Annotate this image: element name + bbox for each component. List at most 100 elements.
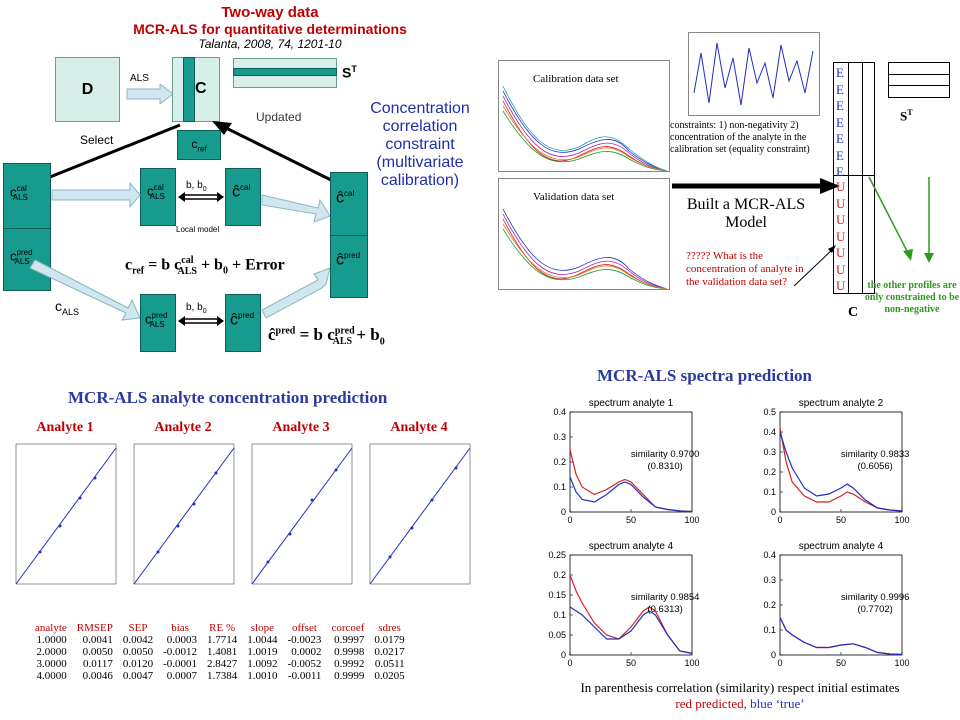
analyte-panel-4: Analyte 4 xyxy=(364,420,474,600)
constraint-line2: correlation xyxy=(382,118,458,135)
calibration-plot: Calibration data set xyxy=(498,60,670,172)
analyte-panel-2: Analyte 2 xyxy=(128,420,238,600)
c-als-pred-box: cpredALS xyxy=(140,294,176,352)
st-label-right: ST xyxy=(900,108,913,124)
built-line: Built a MCR-ALS xyxy=(686,196,806,213)
matrix-d-label: D xyxy=(81,80,94,98)
matrix-d: D xyxy=(55,57,120,122)
analyte-1-plot xyxy=(15,443,117,585)
x-tick-label: 50 xyxy=(836,658,846,668)
analyte-panels: Analyte 1 Analyte 2 Analyte 3 Analyte 4 xyxy=(0,420,480,610)
analyte-3-title: Analyte 3 xyxy=(272,420,330,435)
x-tick-label: 50 xyxy=(626,658,636,668)
similarity-annotation: similarity 0.9996 xyxy=(841,592,910,603)
constraint-line3: constraint xyxy=(385,136,455,153)
col-header: offset xyxy=(292,622,317,634)
y-tick-label: 0.15 xyxy=(548,590,566,600)
c-als-label: cALS xyxy=(55,298,80,317)
c-label-right: C xyxy=(848,305,859,320)
c-hat-pred-label: ĉpred xyxy=(230,311,255,329)
c-als-cal-mid-label: ccalALS xyxy=(147,183,165,201)
c-ref-box: cref xyxy=(177,130,221,160)
analyte-4-title: Analyte 4 xyxy=(390,420,448,435)
spectrum-chart-1: spectrum analyte 1 0 0.1 0.2 0.3 0.4 0 50 100 sim… xyxy=(553,398,699,525)
build-arrow xyxy=(672,178,840,194)
spectra-title: MCR-ALS spectra prediction xyxy=(597,366,812,385)
y-tick-label: 0.3 xyxy=(553,432,566,442)
spectrum-series-line xyxy=(569,606,693,654)
cyan-arrows xyxy=(29,181,331,321)
y-tick-label: 0.3 xyxy=(763,447,776,457)
als-arrow xyxy=(126,84,174,104)
c-hat-cal-label: ĉcal xyxy=(232,183,251,201)
analyte-2-plot xyxy=(133,443,235,585)
zigzag-line xyxy=(693,42,814,106)
green-arrows xyxy=(868,176,934,263)
built-model-text: Built a MCR-ALS Model xyxy=(676,196,816,232)
c-ref-label: cref xyxy=(191,136,207,154)
y-tick-label: 0.05 xyxy=(548,630,566,640)
st-s: S xyxy=(342,64,352,81)
matrix-st-row xyxy=(233,68,337,76)
validation-curves xyxy=(502,208,668,290)
spectrum-title: spectrum analyte 4 xyxy=(589,541,674,552)
st-t: T xyxy=(351,64,357,74)
col-header: analyte xyxy=(35,622,67,634)
plot-frame xyxy=(569,411,693,513)
spectra-charts: spectrum analyte 1 0 0.1 0.2 0.3 0.4 0 50 100 sim… xyxy=(548,398,910,668)
x-tick-label: 0 xyxy=(777,515,782,525)
question-text: ????? What is the concentration of analy… xyxy=(686,250,804,288)
matrix-c: C xyxy=(172,57,220,122)
constraint-text: Concentration correlation constraint (mu… xyxy=(355,100,485,190)
b-b0-cal: b, b0 xyxy=(186,180,207,193)
updated-label: Updated xyxy=(256,110,302,124)
c-als-pred-mid-label: cpredALS xyxy=(145,311,168,329)
model-line: Model xyxy=(725,214,767,231)
matrix-st xyxy=(233,58,337,88)
select-label: Select xyxy=(80,133,114,147)
c-als-cal-half: ccalALS xyxy=(4,164,50,229)
stats-header-row: analyte RMSEP SEP bias RE % slope offset… xyxy=(30,622,410,634)
calibration-label: Calibration data set xyxy=(533,73,619,85)
y-tick-label: 0 xyxy=(561,507,566,517)
col-header: slope xyxy=(250,622,274,634)
c-hat-cal-box: ĉcal xyxy=(225,168,261,226)
plot-frame xyxy=(569,554,693,656)
matrix-st-label: ST xyxy=(342,64,357,81)
x-tick-label: 0 xyxy=(777,658,782,668)
x-tick-label: 100 xyxy=(684,658,699,668)
y-tick-label: 0.4 xyxy=(553,407,566,417)
c-als-cal-label: ccalALS xyxy=(10,184,28,202)
constraints-text: constraints: 1) non-negativity 2) concen… xyxy=(670,120,810,155)
y-tick-label: 0 xyxy=(771,507,776,517)
col-header: RMSEP xyxy=(76,622,113,634)
table-row: 2.0000 0.0050 0.0050 -0.0012 1.4081 1.0019 0.0… xyxy=(36,646,405,658)
spectrum-series-line xyxy=(569,476,693,513)
header-reference: Talanta, 2008, 74, 1201-10 xyxy=(198,37,342,51)
concentration-title: MCR-ALS analyte concentration prediction xyxy=(68,388,388,407)
y-tick-label: 0.1 xyxy=(763,625,776,635)
other-profiles-text: the other profiles are only constrained … xyxy=(864,280,960,315)
stats-table: analyte RMSEP SEP bias RE % slope offset… xyxy=(30,622,410,682)
matrix-c-column xyxy=(183,57,195,122)
table-row: 4.0000 0.0046 0.0047 0.0007 1.7384 1.0010 -0.0… xyxy=(36,670,405,682)
double-arrow-cal xyxy=(178,192,224,202)
local-model-label: Local model xyxy=(176,225,220,234)
similarity-annotation: (0.7702) xyxy=(857,604,892,615)
analyte-3-plot xyxy=(251,443,353,585)
y-tick-label: 0.1 xyxy=(553,610,566,620)
c-als-tall-box: ccalALS cpredALS xyxy=(3,163,51,291)
similarity-annotation: similarity 0.9700 xyxy=(631,449,700,460)
validation-plot: Validation data set xyxy=(498,178,670,290)
constraint-line5: calibration) xyxy=(380,172,460,189)
plot-frame xyxy=(779,554,903,656)
x-tick-label: 50 xyxy=(836,515,846,525)
y-tick-label: 0.3 xyxy=(763,575,776,585)
c-als-pred-label: cpredALS xyxy=(10,248,33,266)
footer-blue: blue ‘true’ xyxy=(750,696,805,711)
zigzag-plot xyxy=(688,32,820,116)
analyte-4-plot xyxy=(369,443,471,585)
col-header: corcoef xyxy=(331,622,365,634)
